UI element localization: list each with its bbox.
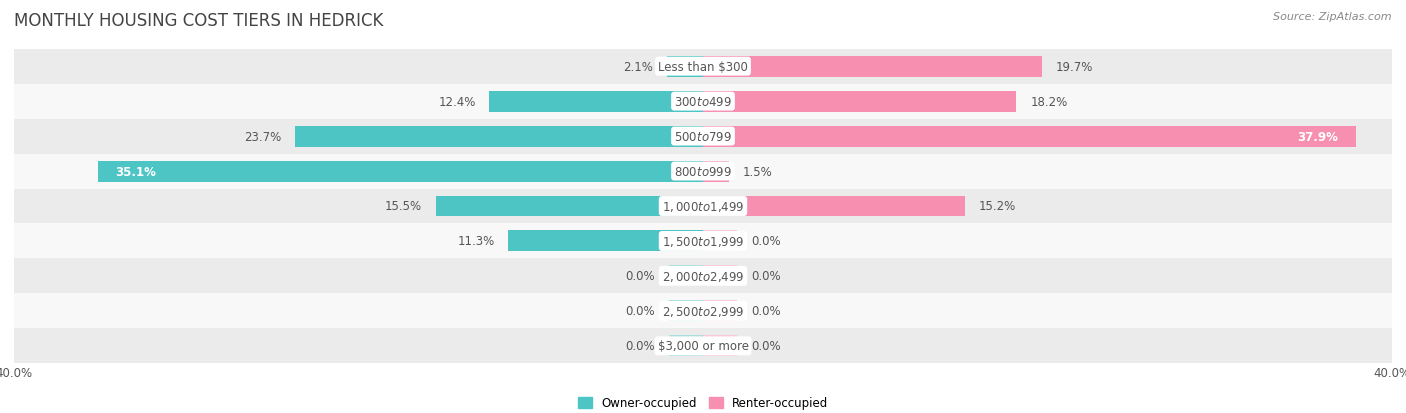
Text: 0.0%: 0.0% (751, 339, 780, 352)
Text: 0.0%: 0.0% (626, 270, 655, 283)
Text: $500 to $799: $500 to $799 (673, 130, 733, 143)
Bar (98, 161, 703, 182)
Bar (703, 335, 738, 356)
Bar (669, 266, 703, 287)
Bar (703, 231, 738, 252)
Text: 15.5%: 15.5% (385, 200, 422, 213)
Text: 1.5%: 1.5% (742, 165, 772, 178)
Text: $3,000 or more: $3,000 or more (658, 339, 748, 352)
Text: 0.0%: 0.0% (626, 305, 655, 318)
Bar (14, 224, 1392, 259)
Bar (703, 126, 1355, 147)
Text: $2,000 to $2,499: $2,000 to $2,499 (662, 269, 744, 283)
Text: $300 to $499: $300 to $499 (673, 95, 733, 108)
Text: Source: ZipAtlas.com: Source: ZipAtlas.com (1274, 12, 1392, 22)
Bar (14, 259, 1392, 294)
Bar (669, 335, 703, 356)
Bar (14, 50, 1392, 84)
Text: MONTHLY HOUSING COST TIERS IN HEDRICK: MONTHLY HOUSING COST TIERS IN HEDRICK (14, 12, 384, 30)
Text: 35.1%: 35.1% (115, 165, 156, 178)
Text: 0.0%: 0.0% (626, 339, 655, 352)
Text: 23.7%: 23.7% (243, 130, 281, 143)
Text: 37.9%: 37.9% (1298, 130, 1339, 143)
Text: 0.0%: 0.0% (751, 305, 780, 318)
Text: $1,500 to $1,999: $1,500 to $1,999 (662, 235, 744, 248)
Text: 15.2%: 15.2% (979, 200, 1015, 213)
Bar (14, 154, 1392, 189)
Text: 0.0%: 0.0% (751, 270, 780, 283)
Text: $2,500 to $2,999: $2,500 to $2,999 (662, 304, 744, 318)
Bar (14, 329, 1392, 363)
Bar (436, 196, 703, 217)
Text: Less than $300: Less than $300 (658, 61, 748, 74)
Bar (509, 231, 703, 252)
Text: 18.2%: 18.2% (1031, 95, 1067, 108)
Bar (14, 84, 1392, 119)
Bar (703, 161, 728, 182)
Text: $1,000 to $1,499: $1,000 to $1,499 (662, 199, 744, 214)
Bar (669, 301, 703, 322)
Text: 11.3%: 11.3% (457, 235, 495, 248)
Text: 19.7%: 19.7% (1056, 61, 1094, 74)
Text: 2.1%: 2.1% (623, 61, 652, 74)
Bar (703, 57, 1042, 78)
Bar (666, 57, 703, 78)
Bar (703, 196, 965, 217)
Text: $800 to $999: $800 to $999 (673, 165, 733, 178)
Text: 12.4%: 12.4% (439, 95, 475, 108)
Bar (14, 294, 1392, 329)
Bar (703, 266, 738, 287)
Text: 0.0%: 0.0% (751, 235, 780, 248)
Bar (14, 119, 1392, 154)
Bar (703, 301, 738, 322)
Bar (703, 91, 1017, 112)
Legend: Owner-occupied, Renter-occupied: Owner-occupied, Renter-occupied (572, 392, 834, 413)
Bar (295, 126, 703, 147)
Bar (489, 91, 703, 112)
Bar (14, 189, 1392, 224)
